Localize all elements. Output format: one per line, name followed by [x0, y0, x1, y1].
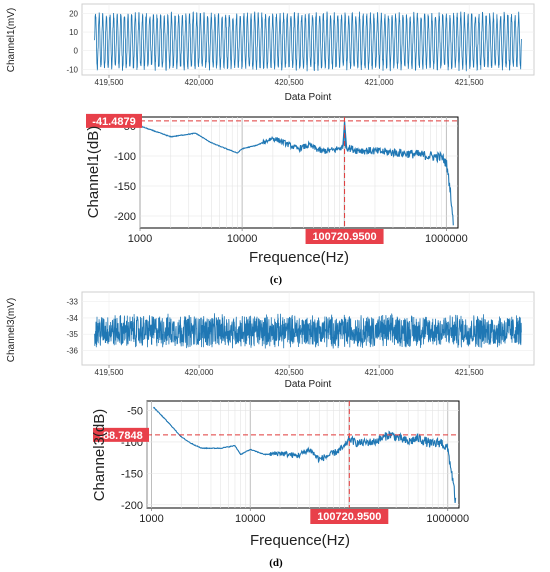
x-tick-label: 10000	[227, 233, 258, 245]
ch1-fft-frame	[139, 116, 459, 229]
marker-y-readout-box	[86, 113, 142, 128]
y-tick-label: 20	[69, 9, 78, 18]
x-tick-label: 421,000	[365, 368, 394, 377]
marker-y-readout: -88.7848	[99, 430, 142, 442]
y-tick-label: -36	[66, 346, 78, 355]
x-tick-label: 1000	[139, 513, 163, 525]
ch1-fft-x-axis-label: Frequence(Hz)	[249, 249, 349, 266]
x-tick-label: 1000000	[426, 513, 469, 525]
y-tick-label: -150	[114, 181, 136, 193]
x-tick-label: 421,000	[365, 78, 394, 87]
ch3-time-x-axis-label: Data Point	[285, 379, 332, 390]
marker-x-readout-box	[310, 509, 389, 524]
x-tick-label: 421,500	[455, 78, 484, 87]
marker-x-readout: 100720.9500	[317, 511, 381, 523]
ch3-fft-plot: 1000100001000001000000-50-100-150-200 -8…	[91, 400, 469, 549]
y-tick-label: -200	[121, 500, 143, 512]
ch3-time-plot: 419,500 420,000 420,500 421,000 421,500 -33 -3…	[6, 291, 535, 390]
y-tick-label: 0	[74, 47, 79, 56]
x-tick-label: 420,500	[275, 78, 304, 87]
ch1-time-x-axis-label: Data Point	[285, 92, 332, 103]
ch3-time-series-line	[94, 313, 522, 349]
marker-x-readout-box	[305, 229, 384, 244]
ch3-fft-peak-marker: -88.7848 100720.9500	[93, 401, 459, 524]
x-tick-label: 10000	[235, 513, 266, 525]
y-tick-label: -50	[127, 405, 143, 417]
marker-y-readout-box	[93, 427, 149, 442]
x-tick-label: 419,500	[95, 78, 124, 87]
caption-d: (d)	[269, 557, 283, 569]
x-tick-label: 420,500	[275, 368, 304, 377]
ch1-fft-peak-marker: -41.4879 100720.9500	[86, 113, 458, 244]
x-tick-label: 421,500	[455, 368, 484, 377]
y-tick-label: -150	[121, 468, 143, 480]
ch1-time-y-axis-label: Channel1(mV)	[6, 8, 17, 72]
x-tick-label: 1000	[128, 233, 152, 245]
y-tick-label: -10	[66, 65, 78, 74]
ch1-fft-plot: 1000100001000001000000-50-100-150-200 -4…	[85, 113, 468, 266]
marker-y-readout: -41.4879	[92, 116, 135, 128]
ch1-time-series-line	[94, 11, 522, 72]
y-tick-label: 10	[69, 28, 78, 37]
marker-x-readout: 100720.9500	[312, 231, 376, 243]
ch3-time-tick-labels: 419,500 420,000 420,500 421,000 421,500 -33 -3…	[66, 298, 484, 377]
y-tick-label: -35	[66, 330, 78, 339]
ch1-fft-grid	[139, 117, 458, 228]
ch3-fft-x-axis-label: Frequence(Hz)	[250, 532, 350, 549]
ch3-fft-y-axis-label: Channel3(dB)	[91, 409, 108, 502]
x-tick-label: 420,000	[185, 78, 214, 87]
ch3-fft-frame	[146, 400, 460, 509]
ch1-time-tick-labels: 419,500 420,000 420,500 421,000 421,500 -10 0 1…	[66, 9, 484, 87]
x-tick-label: 419,500	[95, 368, 124, 377]
ch1-fft-y-axis-label: Channel1(dB)	[85, 126, 102, 219]
y-tick-label: -33	[66, 298, 78, 307]
y-tick-label: -34	[66, 314, 78, 323]
x-tick-label: 420,000	[185, 368, 214, 377]
ch3-time-y-axis-label: Channel3(mV)	[6, 298, 17, 362]
y-tick-label: -100	[114, 151, 136, 163]
ch3-fft-series-line	[153, 406, 457, 504]
ch1-time-plot: 419,500 420,000 420,500 421,000 421,500 -10 0 1…	[6, 3, 535, 103]
y-tick-label: -200	[114, 211, 136, 223]
caption-c: (c)	[270, 274, 283, 286]
x-tick-label: 1000000	[425, 233, 468, 245]
